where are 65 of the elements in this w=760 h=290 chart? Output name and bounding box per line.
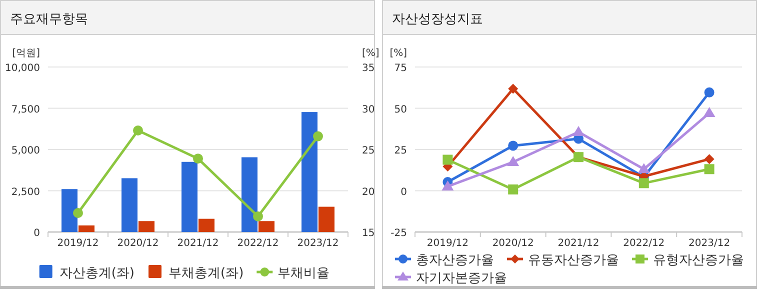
x-tick-label: 2020/12 — [117, 238, 159, 249]
chart-title: 주요재무항목 — [10, 12, 88, 27]
point — [442, 180, 454, 190]
legend-label: 부채총계(좌) — [168, 266, 244, 281]
point — [442, 154, 453, 165]
legend-label: 자기자본증가율 — [416, 271, 507, 286]
legend-label: 유형자산증가율 — [653, 253, 744, 268]
y-axis-title: [%] — [390, 48, 408, 59]
point — [253, 211, 263, 222]
x-tick-label: 2019/12 — [426, 238, 468, 249]
point — [508, 140, 518, 151]
chart-title: 자산성장성지표 — [392, 12, 483, 27]
point — [508, 84, 518, 94]
x-tick-label: 2019/12 — [57, 238, 99, 249]
point — [313, 131, 323, 142]
bar — [122, 178, 138, 232]
point — [704, 164, 714, 174]
y2-tick-label: 35 — [362, 63, 375, 74]
y-tick-label: 0 — [34, 228, 40, 239]
bar — [78, 225, 94, 232]
bar — [258, 221, 274, 232]
bar — [302, 112, 318, 232]
bar — [318, 206, 334, 232]
point — [507, 156, 520, 166]
x-tick-label: 2023/12 — [297, 238, 339, 249]
y2-axis-title: [%] — [362, 48, 380, 59]
point — [133, 126, 143, 136]
point — [704, 154, 714, 164]
y-tick-label: 25 — [394, 146, 407, 156]
point — [73, 208, 83, 218]
point — [508, 184, 518, 194]
y2-tick-label: 30 — [362, 104, 375, 116]
legend-label: 자산총계(좌) — [59, 266, 134, 281]
point — [638, 178, 649, 188]
point — [193, 154, 203, 164]
x-tick-label: 2022/12 — [623, 238, 665, 249]
y-tick-label: 7,500 — [11, 104, 40, 116]
bar — [138, 221, 154, 232]
x-tick-label: 2023/12 — [688, 238, 730, 249]
y-tick-label: 0 — [400, 186, 407, 198]
y-tick-label: 50 — [394, 104, 407, 116]
legend-label: 부채비율 — [278, 266, 330, 281]
y-tick-label: -25 — [390, 228, 407, 239]
legend-label: 총자산증가율 — [416, 253, 494, 268]
y2-tick-label: 25 — [362, 146, 375, 156]
point — [704, 87, 714, 98]
y-tick-label: 2,500 — [11, 186, 40, 198]
point — [572, 126, 584, 136]
x-tick-label: 2021/12 — [177, 238, 219, 249]
point — [638, 163, 650, 174]
x-tick-label: 2021/12 — [558, 238, 600, 249]
bar — [242, 157, 258, 232]
x-tick-label: 2022/12 — [237, 238, 279, 249]
point — [703, 107, 716, 118]
x-tick-label: 2020/12 — [492, 238, 534, 249]
y-tick-label: 75 — [394, 63, 407, 74]
bar — [182, 162, 198, 232]
y2-tick-label: 15 — [362, 228, 375, 239]
y2-tick-label: 20 — [362, 186, 375, 198]
y-tick-label: 10,000 — [5, 63, 40, 74]
bar — [62, 189, 78, 232]
legend-label: 유동자산증가율 — [528, 253, 619, 268]
bar — [198, 218, 214, 232]
y-tick-label: 5,000 — [11, 146, 40, 156]
y-axis-title: [억원] — [12, 48, 40, 59]
